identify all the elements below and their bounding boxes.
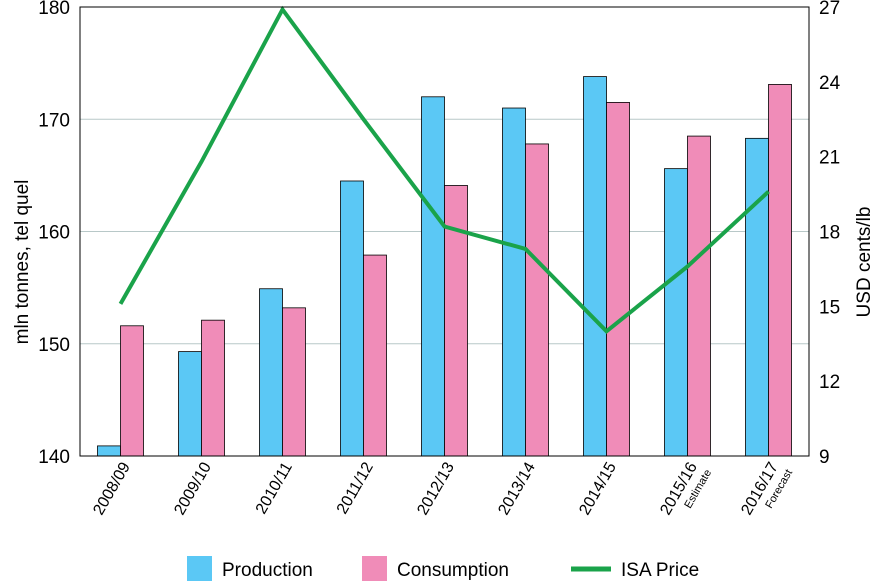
consumption-bar-0 — [120, 325, 144, 457]
consumption-bar-6 — [606, 102, 630, 457]
production-bar-1 — [178, 351, 202, 457]
bars — [97, 76, 792, 457]
x-tick-2: 2010/11 — [253, 459, 296, 517]
consumption-bar-8 — [768, 84, 792, 457]
legend-label-production: Production — [222, 560, 313, 581]
y-tick-left-140: 140 — [38, 447, 70, 468]
y-tick-left-160: 160 — [38, 223, 70, 244]
y-tick-left-180: 180 — [38, 0, 70, 19]
production-bar-4 — [421, 96, 445, 457]
y-tick-right-21: 21 — [819, 148, 840, 169]
y-axis-title-left: mln tonnes, tel quel — [12, 180, 33, 345]
consumption-bar-5 — [525, 143, 549, 457]
production-bar-2 — [259, 288, 283, 457]
y-tick-left-170: 170 — [38, 110, 70, 131]
legend-swatch-production — [187, 556, 212, 581]
y-tick-right-15: 15 — [819, 297, 840, 318]
x-tick-5: 2013/14 — [495, 459, 539, 518]
production-bar-6 — [583, 76, 607, 457]
legend-label-isa-price: ISA Price — [621, 560, 699, 581]
legend-swatch-consumption — [362, 556, 387, 581]
right-axis-ticks: 9 12 15 18 21 24 27 — [819, 0, 841, 468]
consumption-bar-1 — [201, 319, 225, 457]
consumption-bar-3 — [363, 254, 387, 457]
y-tick-right-27: 27 — [819, 0, 840, 19]
legend-label-consumption: Consumption — [397, 560, 509, 581]
production-bar-3 — [340, 180, 364, 457]
x-tick-0: 2008/09 — [90, 459, 134, 518]
production-bar-5 — [502, 107, 526, 457]
consumption-bar-2 — [282, 307, 306, 457]
x-axis-ticks: 2008/09 2009/10 2010/11 2011/12 2012/13 2013/… — [90, 459, 795, 518]
production-bar-8 — [745, 137, 769, 457]
x-tick-6: 2014/15 — [576, 459, 620, 518]
y-tick-right-18: 18 — [819, 223, 840, 244]
production-bar-0 — [97, 445, 121, 457]
isa-price-line — [118, 5, 770, 334]
legend: Production Consumption ISA Price — [187, 556, 699, 581]
y-tick-right-12: 12 — [819, 372, 840, 393]
x-tick-1: 2009/10 — [171, 459, 215, 518]
price-line — [118, 5, 770, 334]
x-tick-3: 2011/12 — [334, 459, 377, 517]
y-tick-right-9: 9 — [819, 447, 830, 468]
consumption-bar-7 — [687, 135, 711, 457]
left-axis-ticks: 140 150 160 170 180 — [38, 0, 70, 468]
y-tick-right-24: 24 — [819, 73, 841, 94]
plot-frame — [79, 6, 810, 457]
y-axis-title-right: USD cents/lb — [854, 207, 875, 318]
y-tick-left-150: 150 — [38, 335, 70, 356]
production-bar-7 — [664, 168, 688, 457]
x-tick-4: 2012/13 — [414, 459, 458, 518]
